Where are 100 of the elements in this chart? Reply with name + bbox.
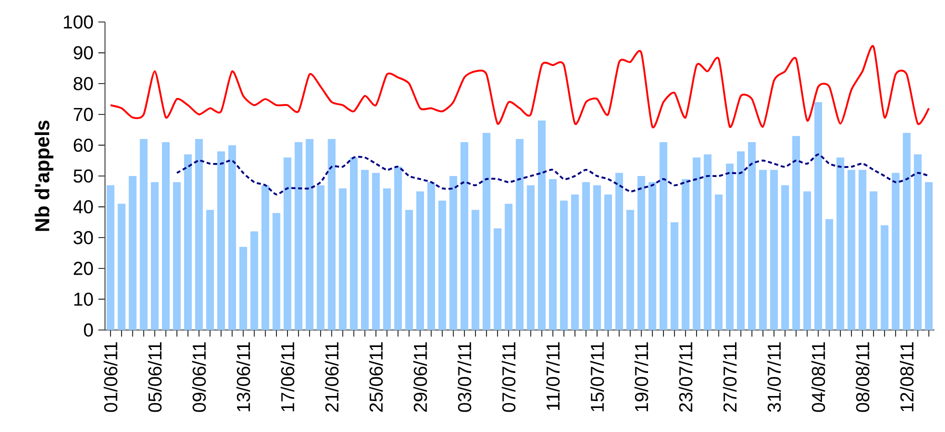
bar (449, 176, 458, 330)
bar (781, 185, 789, 330)
y-tick-label: 90 (74, 46, 93, 60)
bar (416, 191, 424, 330)
x-tick-label: 03/07/11 (458, 342, 472, 412)
y-tick-label: 10 (74, 292, 93, 306)
bar (383, 188, 391, 330)
bar (836, 158, 844, 330)
bar (814, 102, 822, 330)
bar (250, 231, 258, 330)
x-tick-label: 25/06/11 (369, 342, 383, 412)
bar (394, 166, 402, 330)
bar (924, 182, 933, 330)
x-tick-label: 29/06/11 (413, 342, 428, 412)
y-tick-label: 70 (74, 108, 93, 122)
x-tick-label: 31/07/11 (767, 342, 781, 412)
bar (338, 188, 347, 330)
bar (206, 210, 214, 330)
bar (892, 172, 900, 330)
x-tick-label: 09/06/11 (192, 342, 206, 412)
bar (328, 139, 336, 330)
y-tick-label: 0 (84, 323, 93, 337)
bar (460, 142, 468, 330)
bar (106, 185, 114, 330)
x-tick-label: 27/07/11 (722, 342, 737, 412)
x-tick-label: 19/07/11 (634, 342, 648, 412)
bar (184, 154, 192, 330)
y-tick-label: 30 (74, 230, 93, 244)
bar (660, 142, 668, 330)
x-tick-label: 21/06/11 (324, 342, 339, 412)
bar (736, 151, 745, 330)
x-tick-label: 08/08/11 (856, 342, 870, 412)
bar (648, 182, 656, 330)
bar (704, 154, 712, 330)
x-tick-label: 07/07/11 (502, 342, 516, 412)
bar (560, 200, 568, 330)
bar (504, 204, 512, 330)
bar (494, 228, 502, 330)
bar (217, 151, 225, 330)
x-tick-label: 13/06/11 (236, 342, 250, 412)
bar (582, 182, 590, 330)
bar (770, 170, 778, 330)
bar (726, 164, 734, 330)
bar (670, 222, 678, 330)
bar (880, 225, 888, 330)
bar (538, 120, 546, 330)
bar (803, 191, 812, 330)
bar (316, 185, 324, 330)
bar (405, 210, 413, 330)
bar (239, 246, 248, 330)
bar (118, 204, 126, 330)
bar (350, 158, 358, 330)
y-tick-label: 80 (74, 76, 93, 90)
y-tick-label: 20 (74, 262, 93, 276)
bar (626, 210, 634, 330)
bar (284, 158, 292, 330)
x-tick-label: 01/06/11 (104, 342, 118, 412)
bar (306, 139, 314, 330)
bar (548, 179, 557, 330)
bar (472, 210, 480, 330)
line-series (176, 154, 930, 196)
x-tick-label: 17/06/11 (280, 342, 294, 412)
bar (714, 194, 723, 330)
bar (825, 219, 834, 330)
bar (516, 139, 524, 330)
y-axis-title: Nb d'appels (34, 120, 54, 231)
bar (482, 132, 490, 330)
bar (748, 142, 756, 330)
bar (294, 142, 302, 330)
bar (272, 212, 280, 330)
bar (571, 194, 579, 330)
line-series (110, 45, 930, 128)
x-tick-label: 23/07/11 (678, 342, 692, 412)
bar (848, 170, 856, 330)
bar (427, 182, 436, 330)
bar (162, 142, 170, 330)
bar (858, 170, 866, 330)
y-tick-label: 60 (74, 138, 93, 152)
bar (173, 182, 181, 330)
bar (870, 191, 878, 330)
bar (792, 136, 800, 330)
bar (692, 158, 700, 330)
bar (438, 200, 446, 330)
bar (526, 185, 535, 330)
y-tick-label: 40 (73, 200, 93, 214)
bar (759, 170, 767, 330)
bar (637, 176, 646, 330)
bar (261, 185, 270, 330)
y-tick-label: 100 (64, 15, 93, 29)
bar (914, 154, 922, 330)
bar (593, 185, 601, 330)
bar (902, 132, 911, 330)
bar (140, 139, 148, 330)
bar (150, 182, 159, 330)
bar (228, 145, 236, 330)
x-tick-label: 04/08/11 (811, 342, 826, 412)
bar (615, 172, 624, 330)
x-tick-label: 11/07/11 (546, 342, 560, 410)
x-tick-label: 12/08/11 (900, 342, 914, 412)
bar (195, 139, 203, 330)
